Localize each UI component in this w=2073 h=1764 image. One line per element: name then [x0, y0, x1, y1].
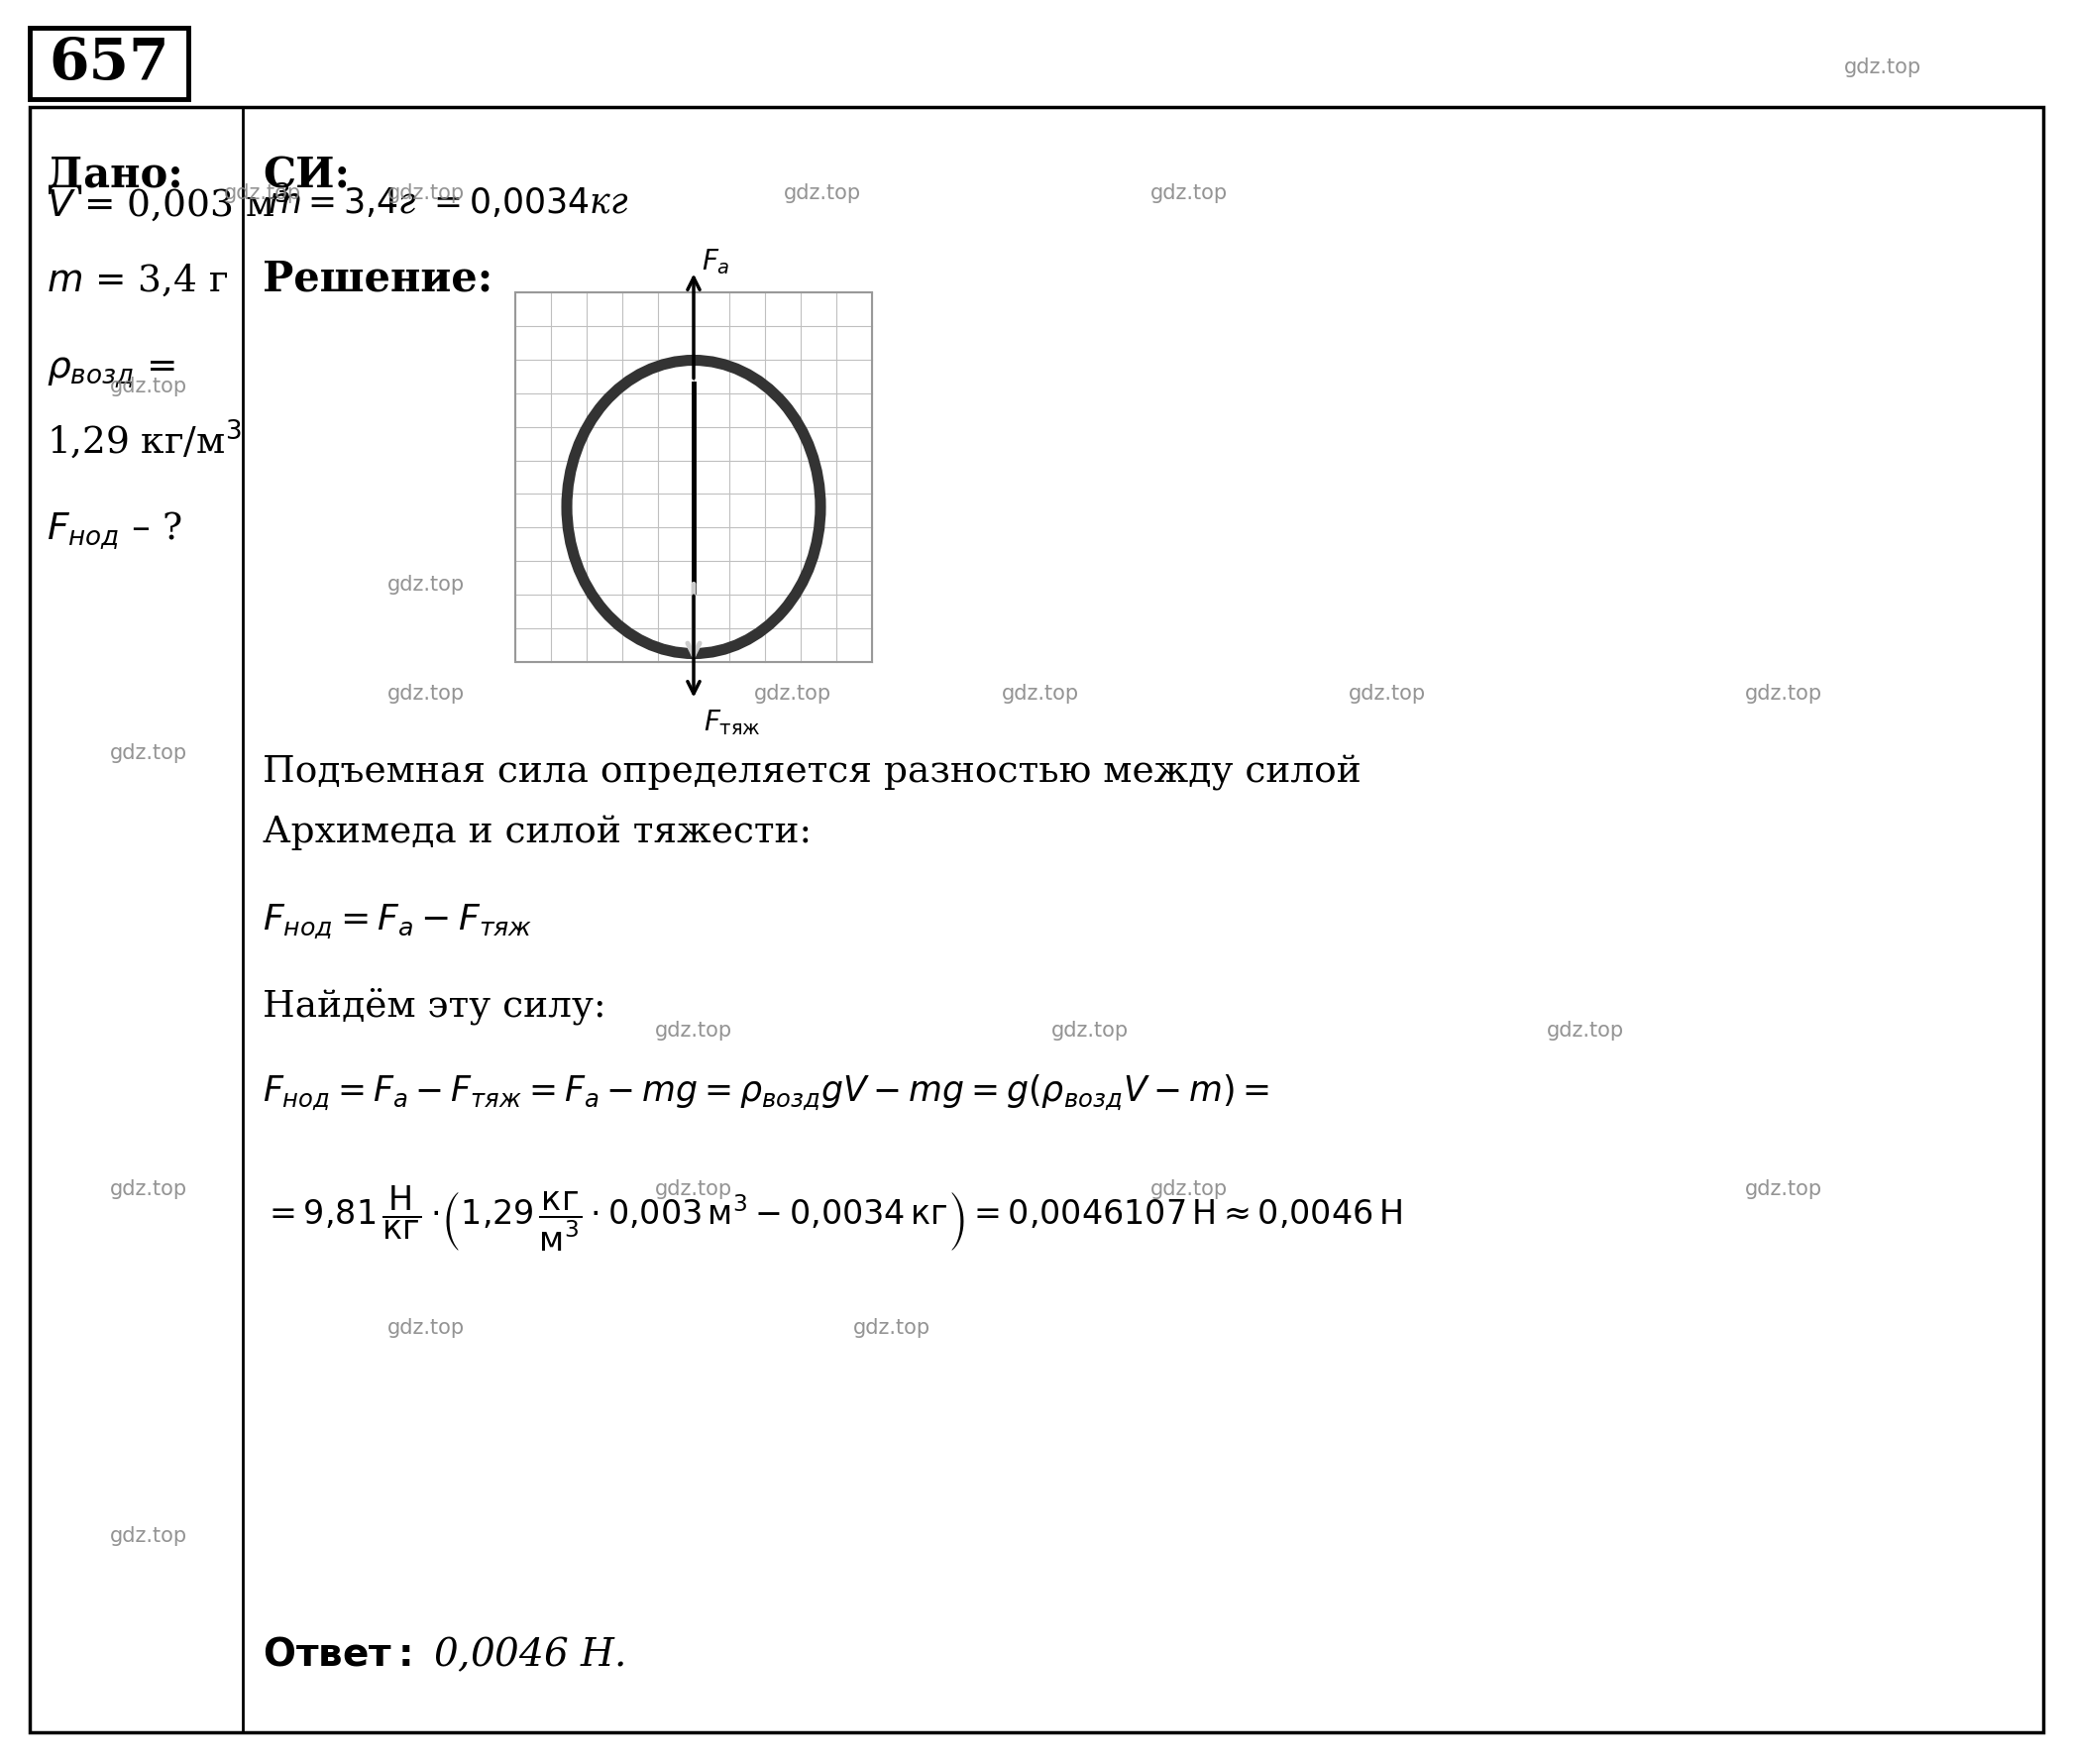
Text: $F_{\mathit{нод}}$ – ?: $F_{\mathit{нод}}$ – ? — [46, 510, 182, 552]
Text: Подъемная сила определяется разностью между силой: Подъемная сила определяется разностью ме… — [263, 755, 1362, 790]
Text: gdz.top: gdz.top — [110, 743, 187, 764]
FancyBboxPatch shape — [29, 108, 2044, 1732]
Text: gdz.top: gdz.top — [388, 684, 464, 704]
Text: gdz.top: gdz.top — [655, 1180, 732, 1200]
Text: gdz.top: gdz.top — [224, 183, 301, 203]
Text: 657: 657 — [50, 35, 170, 92]
Text: gdz.top: gdz.top — [1350, 684, 1426, 704]
Text: Архимеда и силой тяжести:: Архимеда и силой тяжести: — [263, 815, 813, 850]
Text: Найдём эту силу:: Найдём эту силу: — [263, 988, 605, 1025]
Text: $\mathit{\mathbf{Ответ:}}$ 0,0046 Н.: $\mathit{\mathbf{Ответ:}}$ 0,0046 Н. — [263, 1635, 624, 1674]
Text: 1,29 кг/м$^3$: 1,29 кг/м$^3$ — [46, 418, 240, 462]
Text: Решение:: Решение: — [263, 258, 493, 300]
Text: gdz.top: gdz.top — [388, 1318, 464, 1337]
Text: gdz.top: gdz.top — [755, 684, 831, 704]
Text: $F_{\mathit{нод}} = F_a - F_{\mathit{тяж}}$: $F_{\mathit{нод}} = F_a - F_{\mathit{тяж… — [263, 901, 533, 940]
Text: $F_a$: $F_a$ — [701, 247, 730, 275]
FancyBboxPatch shape — [29, 28, 189, 99]
Text: gdz.top: gdz.top — [110, 376, 187, 397]
Text: gdz.top: gdz.top — [1001, 684, 1080, 704]
Text: gdz.top: gdz.top — [1151, 1180, 1227, 1200]
Text: $m$ = 3,4 г: $m$ = 3,4 г — [46, 263, 228, 298]
Text: gdz.top: gdz.top — [1845, 58, 1922, 78]
Text: $\rho_{\mathit{возд}}$ =: $\rho_{\mathit{возд}}$ = — [46, 355, 176, 390]
Text: gdz.top: gdz.top — [1151, 183, 1227, 203]
Text: $F_{\mathrm{тяж}}$: $F_{\mathrm{тяж}}$ — [703, 707, 761, 737]
Text: gdz.top: gdz.top — [1051, 1021, 1128, 1041]
Text: $m = 3{,}4$г $= 0{,}0034$кг: $m = 3{,}4$г $= 0{,}0034$кг — [267, 187, 628, 220]
Text: gdz.top: gdz.top — [1546, 1021, 1623, 1041]
Text: gdz.top: gdz.top — [655, 1021, 732, 1041]
Text: $F_{\mathit{нод}} = F_a - F_{\mathit{тяж}} = F_a - mg = \rho_{\mathit{возд}}gV -: $F_{\mathit{нод}} = F_a - F_{\mathit{тяж… — [263, 1073, 1269, 1111]
Text: gdz.top: gdz.top — [1745, 1180, 1822, 1200]
Text: gdz.top: gdz.top — [784, 183, 860, 203]
Text: $V$ = 0,003 м$^3$: $V$ = 0,003 м$^3$ — [46, 182, 290, 224]
Text: gdz.top: gdz.top — [388, 575, 464, 594]
Text: СИ:: СИ: — [263, 155, 350, 196]
Text: gdz.top: gdz.top — [110, 1526, 187, 1545]
Text: $= 9{,}81\,\dfrac{\mathrm{H}}{\mathrm{кг}}\cdot\!\left(1{,}29\,\dfrac{\mathrm{кг: $= 9{,}81\,\dfrac{\mathrm{H}}{\mathrm{кг… — [263, 1184, 1401, 1254]
Text: gdz.top: gdz.top — [388, 183, 464, 203]
Text: gdz.top: gdz.top — [854, 1318, 931, 1337]
Text: gdz.top: gdz.top — [110, 1180, 187, 1200]
Text: gdz.top: gdz.top — [1745, 684, 1822, 704]
Text: Дано:: Дано: — [46, 155, 182, 196]
